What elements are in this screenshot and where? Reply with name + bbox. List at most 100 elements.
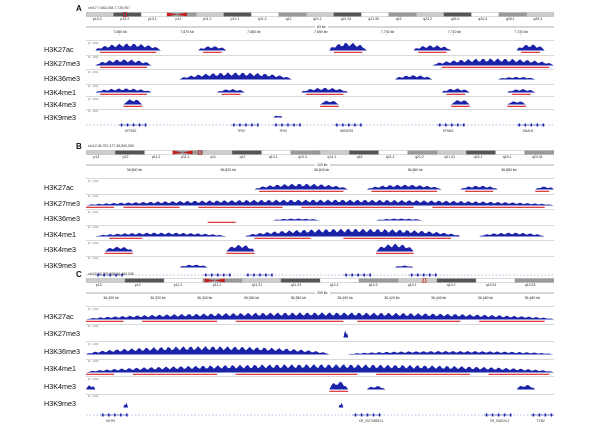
track-name-h3k4me1[interactable]: H3K4me1 (44, 87, 76, 97)
track-name-h3k4me1[interactable]: H3K4me1 (44, 229, 76, 239)
track-name-h3k9me3[interactable]: H3K9me3 (44, 260, 76, 270)
ruler-tick-label: 7,660 kb (113, 30, 127, 34)
exon (126, 413, 128, 417)
signal-track[interactable] (86, 178, 554, 193)
signal-peak (245, 228, 461, 236)
exon (229, 273, 231, 277)
track-name-h3k27me3[interactable]: H3K27me3 (44, 329, 80, 339)
signal-track[interactable] (86, 324, 554, 341)
band-label: q21.31 (340, 17, 352, 21)
track-separator (86, 323, 554, 342)
chromosome-ideogram[interactable] (86, 12, 554, 17)
data-range-label: [0 - 100] (88, 341, 99, 346)
panel-letter: A (76, 4, 82, 13)
chromosome-ideogram[interactable] (86, 278, 554, 283)
gene-name[interactable]: TP53 (279, 129, 287, 133)
signal-track[interactable] (86, 225, 554, 240)
ideogram-band (261, 150, 291, 155)
peak-call (259, 190, 344, 192)
track-separator (86, 358, 554, 377)
gene-name[interactable]: DNAH2 (522, 129, 534, 133)
signal-peak (86, 346, 330, 355)
track-name-h3k4me3[interactable]: H3K4me3 (44, 245, 76, 255)
gene-name[interactable]: EFNB3 (443, 129, 454, 133)
signal-track[interactable] (86, 69, 554, 83)
signal-peak (95, 232, 227, 236)
signal-peak (86, 312, 554, 320)
signal-track[interactable] (86, 306, 554, 323)
track-separator (86, 69, 554, 84)
track-name-h3k36me3[interactable]: H3K36me3 (44, 346, 80, 356)
track-name-h3k4me3[interactable]: H3K4me3 (44, 100, 76, 110)
exon (536, 123, 539, 127)
track-name-h3k27me3[interactable]: H3K27me3 (44, 59, 80, 69)
band-label: q25.1 (505, 17, 515, 21)
track-separator (86, 54, 554, 70)
ruler-tick-label: 36,880 kb (501, 168, 517, 172)
chromosome-ideogram[interactable] (86, 150, 554, 155)
gene-name[interactable]: TXN2 (536, 419, 545, 423)
gene-name[interactable]: MYH9 (106, 419, 115, 423)
band-label: p13.3 (92, 17, 102, 21)
exon (120, 123, 123, 127)
signal-track[interactable] (86, 55, 554, 69)
gene-name[interactable]: WRAP53 (340, 129, 354, 133)
signal-peak (394, 75, 433, 80)
track-name-h3k4me1[interactable]: H3K4me1 (44, 364, 76, 374)
track-name-h3k9me3[interactable]: H3K9me3 (44, 112, 76, 122)
signal-track[interactable] (86, 376, 554, 393)
track-name-h3k27me3[interactable]: H3K27me3 (44, 198, 80, 208)
data-range-label: [0 - 200] (88, 69, 99, 74)
exon (345, 273, 347, 277)
ideogram-band (86, 12, 114, 17)
signal-track[interactable] (86, 109, 554, 121)
exon (416, 273, 419, 277)
current-region-box (422, 278, 427, 283)
band-label: q21.33 (368, 17, 379, 21)
track-name-h3k36me3[interactable]: H3K36me3 (44, 73, 80, 83)
track-name-h3k4me3[interactable]: H3K4me3 (44, 381, 76, 391)
signal-peak (179, 264, 208, 267)
signal-track[interactable] (86, 341, 554, 358)
locus-text[interactable]: chr17:7,662,038-7,725,907 (88, 6, 131, 10)
signal-track[interactable] (86, 40, 554, 54)
data-range-label: [0 - 200] (88, 96, 99, 101)
gene-annotation-track[interactable]: ATP1B2 TP53 TP53 WRAP53 EFNB3 DNAH2 (86, 122, 554, 136)
track-separator (86, 393, 554, 412)
gene-name[interactable]: XR_001755533.1 (358, 419, 384, 423)
track-name-h3k9me3[interactable]: H3K9me3 (44, 399, 76, 409)
exon (422, 273, 425, 277)
track-name-h3k36me3[interactable]: H3K36me3 (44, 214, 80, 224)
ruler-tick-label: 36,320 kb (150, 296, 166, 300)
peak-call (203, 51, 222, 53)
signal-peak (95, 43, 161, 51)
peak-call (132, 373, 218, 375)
locus-text[interactable]: chr22:36,275,208-36,484,936 (88, 272, 134, 276)
signal-track[interactable] (86, 240, 554, 255)
band-label: p11.1 (212, 283, 222, 287)
signal-track[interactable] (86, 394, 554, 411)
peak-call (226, 252, 255, 254)
current-region-box (197, 150, 202, 155)
track-name-h3k27ac[interactable]: H3K27ac (44, 311, 74, 321)
locus-text[interactable]: chr12:36,787,477-36,890,530 (88, 144, 134, 148)
data-range-label: [0 - 100] (88, 394, 99, 398)
band-label: q12.1 (329, 283, 339, 287)
signal-track[interactable] (86, 96, 554, 108)
gene-annotation-track[interactable]: MYH9 XR_001755533.1 XR_936224.2 TXN2 (86, 412, 554, 426)
signal-track[interactable] (86, 256, 554, 271)
signal-track[interactable] (86, 209, 554, 224)
peak-call (100, 66, 147, 68)
signal-track[interactable] (86, 194, 554, 209)
ideogram-band (202, 150, 233, 155)
track-name-h3k27ac[interactable]: H3K27ac (44, 44, 74, 54)
peak-call (254, 237, 311, 239)
signal-track[interactable] (86, 84, 554, 96)
signal-track[interactable] (86, 359, 554, 376)
gene-name[interactable]: TP53 (237, 129, 245, 133)
data-range-label: [0 - 100] (88, 194, 99, 198)
gene-name[interactable]: XR_936224.2 (489, 419, 510, 423)
gene-name[interactable]: ATP1B2 (124, 129, 137, 133)
track-name-h3k27ac[interactable]: H3K27ac (44, 183, 74, 193)
signal-peak (460, 185, 498, 190)
